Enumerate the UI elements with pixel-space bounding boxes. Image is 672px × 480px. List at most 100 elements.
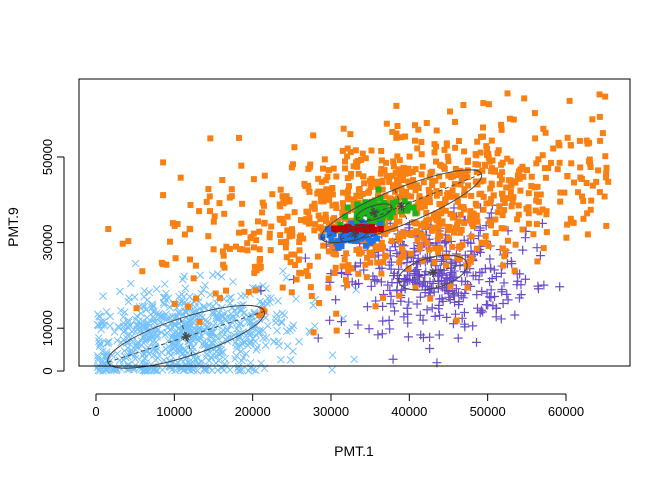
data-point: [488, 165, 495, 172]
data-point: [404, 206, 411, 213]
data-point: [470, 223, 477, 230]
x-axis-label: PMT.1: [334, 443, 374, 459]
data-point: [415, 292, 425, 302]
cluster-3: [105, 90, 612, 336]
data-point: [219, 325, 227, 334]
data-point: [120, 308, 129, 317]
data-point: [241, 228, 248, 235]
data-point: [468, 254, 475, 261]
data-point: [223, 325, 231, 334]
data-point: [368, 271, 378, 281]
data-point: [288, 324, 297, 332]
data-point: [501, 200, 508, 206]
data-point: [200, 337, 209, 346]
data-point: [442, 207, 449, 214]
data-point: [201, 303, 209, 312]
data-point: [162, 289, 170, 298]
cluster-ellipse-3: [320, 169, 483, 244]
data-point: [602, 93, 609, 100]
data-point: [426, 191, 433, 198]
data-point: [351, 206, 358, 213]
data-point: [231, 354, 239, 363]
data-point: [321, 156, 328, 163]
data-point: [347, 131, 354, 138]
data-point: [601, 193, 608, 200]
data-point: [287, 259, 294, 266]
data-point: [502, 248, 509, 255]
data-point: [491, 272, 501, 282]
data-point: [367, 259, 374, 266]
data-point: [362, 302, 372, 312]
cluster-1: [93, 259, 360, 375]
data-point: [219, 312, 228, 321]
data-point: [239, 246, 246, 253]
data-point: [119, 240, 126, 247]
data-point: [313, 333, 323, 343]
data-point: [519, 226, 526, 233]
data-point: [475, 225, 485, 235]
data-point: [532, 135, 539, 142]
data-point: [449, 266, 459, 276]
data-point: [587, 164, 594, 170]
data-point: [288, 251, 295, 258]
data-point: [191, 303, 199, 312]
data-point: [512, 280, 522, 290]
data-point: [412, 187, 419, 194]
data-point: [388, 299, 398, 309]
data-point: [488, 168, 495, 175]
data-point: [499, 169, 506, 176]
data-point: [605, 178, 612, 185]
data-point: [386, 291, 396, 301]
data-point: [248, 322, 257, 330]
x-tick-label: 10000: [156, 404, 192, 419]
data-point: [166, 351, 175, 360]
x-axis: 0 10000 20000 30000 40000 50000 60000: [92, 393, 584, 419]
ellipse-minor-axis: [351, 227, 358, 241]
data-point: [496, 181, 503, 188]
data-point: [296, 234, 303, 241]
data-point: [403, 188, 409, 195]
data-point: [335, 244, 342, 251]
data-point: [170, 320, 179, 329]
data-point: [315, 212, 322, 219]
data-point: [267, 247, 274, 254]
data-point: [372, 219, 379, 226]
data-point: [412, 265, 422, 275]
data-point: [378, 316, 388, 326]
data-point: [259, 326, 267, 335]
data-point: [216, 200, 223, 207]
x-tick-label: 0: [92, 404, 99, 419]
data-point: [208, 366, 216, 375]
data-point: [261, 172, 268, 179]
data-point: [196, 318, 203, 325]
data-point: [283, 342, 292, 351]
data-point: [151, 329, 160, 338]
data-point: [475, 308, 485, 318]
data-point: [113, 336, 122, 345]
data-point: [124, 297, 133, 306]
data-point: [228, 303, 237, 312]
data-point: [516, 290, 526, 300]
data-point: [474, 231, 484, 241]
data-point: [226, 313, 235, 322]
data-point: [486, 158, 493, 165]
data-point: [333, 173, 340, 180]
data-point: [205, 356, 214, 365]
data-point: [360, 220, 367, 227]
data-point: [406, 182, 413, 188]
data-point: [256, 312, 263, 319]
data-point: [356, 250, 363, 257]
data-point: [362, 155, 369, 162]
data-point: [345, 236, 352, 243]
data-point: [325, 284, 332, 291]
data-point: [150, 315, 159, 323]
data-point: [202, 350, 211, 359]
data-point: [454, 300, 464, 310]
data-point: [166, 363, 175, 372]
data-point: [302, 183, 309, 190]
data-point: [133, 305, 140, 312]
data-point: [584, 210, 591, 217]
data-point: [465, 260, 472, 267]
data-point: [105, 337, 113, 346]
data-point: [124, 324, 133, 332]
